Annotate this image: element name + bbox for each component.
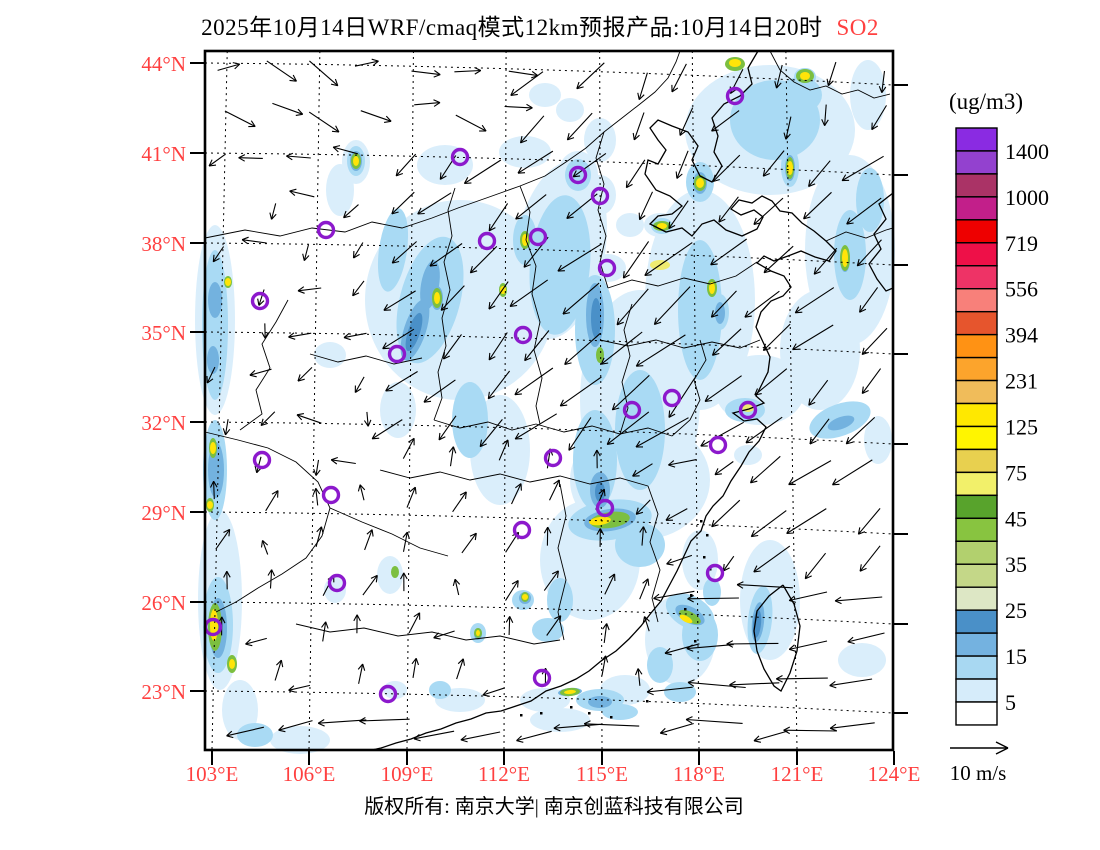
station-circle — [705, 563, 725, 583]
lon-label: 106°E — [283, 762, 336, 786]
lon-label: 103°E — [186, 762, 239, 786]
station-circle — [512, 520, 532, 540]
lon-label: 121°E — [771, 762, 824, 786]
colorbar-cell — [955, 655, 998, 680]
wind-scale: 10 m/s — [950, 741, 1009, 785]
colorbar-cell — [955, 425, 998, 451]
colorbar-tick-label: 15 — [1005, 644, 1027, 669]
station-circle — [450, 147, 470, 167]
lon-label: 112°E — [478, 762, 530, 786]
station-circle — [477, 231, 497, 251]
page-title: 2025年10月14日WRF/cmaq模式12km预报产品:10月14日20时 S… — [0, 8, 1080, 42]
map-frame — [203, 49, 895, 752]
colorbar-cell — [955, 448, 998, 474]
lat-label: 23°N — [141, 680, 186, 704]
colorbar-cell — [955, 356, 998, 382]
colorbar-tick-label: 5 — [1005, 690, 1016, 715]
colorbar-tick-label: 394 — [1005, 323, 1038, 348]
copyright-text: 版权所有: 南京大学| 南京创蓝科技有限公司 — [364, 796, 744, 818]
lat-label: 38°N — [141, 232, 186, 256]
station-circle — [662, 388, 682, 408]
lat-label: 32°N — [141, 411, 186, 435]
colorbar: 1400 1000 719 556 394 231 125 75 45 35 25 15 5 — [955, 127, 1049, 726]
station-markers — [203, 86, 758, 704]
colorbar-tick-label: 35 — [1005, 552, 1027, 577]
colorbar-cell — [955, 402, 998, 428]
colorbar-tick-label: 25 — [1005, 598, 1027, 623]
station-circle — [316, 220, 336, 240]
station-circle — [595, 498, 615, 518]
colorbar-unit-label: (ug/m3) — [949, 89, 1023, 114]
lon-label: 124°E — [868, 762, 921, 786]
colorbar-cell — [955, 701, 998, 726]
coastlines-and-borders — [204, 50, 894, 751]
colorbar-cell — [955, 678, 998, 703]
title-text: 2025年10月14日WRF/cmaq模式12km预报产品:10月14日20时 — [201, 15, 823, 40]
axis-ticks — [190, 62, 908, 765]
colorbar-cell — [955, 219, 998, 244]
station-circle — [725, 86, 745, 106]
lat-label: 44°N — [141, 52, 186, 76]
colorbar-cell — [955, 609, 998, 634]
lon-label: 115°E — [576, 762, 628, 786]
colorbar-cell — [955, 632, 998, 657]
station-circle — [708, 435, 728, 455]
station-circle — [252, 450, 272, 470]
colorbar-tick-label: 556 — [1005, 277, 1038, 302]
station-circle — [250, 291, 270, 311]
station-circle — [543, 448, 563, 468]
wind-scale-arrow-icon — [950, 741, 1009, 755]
colorbar-tick-label: 719 — [1005, 231, 1038, 256]
lat-label: 26°N — [141, 591, 186, 615]
station-circle — [568, 165, 588, 185]
colorbar-tick-label: 125 — [1005, 415, 1038, 440]
colorbar-cell — [955, 196, 998, 221]
colorbar-tick-label: 231 — [1005, 369, 1038, 394]
title-species-so2: SO2 — [836, 15, 879, 40]
wind-scale-label: 10 m/s — [950, 761, 1007, 785]
colorbar-tick-label: 1000 — [1005, 185, 1049, 210]
colorbar-cell — [955, 127, 998, 152]
colorbar-cell — [955, 586, 998, 611]
colorbar-cell — [955, 173, 998, 198]
colorbar-cell — [955, 517, 998, 542]
colorbar-cell — [955, 494, 998, 520]
lat-label: 29°N — [141, 501, 186, 525]
lon-label: 109°E — [381, 762, 434, 786]
colorbar-cell — [955, 150, 998, 175]
station-circle — [590, 186, 610, 206]
station-circle — [387, 344, 407, 364]
colorbar-cell — [955, 471, 998, 497]
graticule — [204, 51, 894, 750]
colorbar-cell — [955, 563, 998, 588]
wind-vectors — [206, 58, 888, 743]
colorbar-cell — [955, 288, 998, 313]
colorbar-cell — [955, 540, 998, 565]
colorbar-cell — [955, 333, 998, 359]
colorbar-cell — [955, 379, 998, 405]
station-circle — [738, 400, 758, 420]
axis-labels: 44°N 41°N 38°N 35°N 32°N 29°N 26°N 23°N 103°E 106… — [141, 52, 920, 786]
station-circle — [622, 400, 642, 420]
station-circle — [528, 227, 548, 247]
lon-label: 118°E — [673, 762, 725, 786]
colorbar-cell — [955, 310, 998, 336]
station-circle — [532, 668, 552, 688]
colorbar-cell — [955, 242, 998, 267]
lat-label: 41°N — [141, 142, 186, 166]
colorbar-tick-label: 1400 — [1005, 139, 1049, 164]
station-circle — [378, 684, 398, 704]
lat-label: 35°N — [141, 321, 186, 345]
station-circle — [513, 325, 533, 345]
colorbar-tick-label: 75 — [1005, 460, 1027, 485]
colorbar-cell — [955, 265, 998, 290]
colorbar-tick-label: 45 — [1005, 506, 1027, 531]
station-circle — [321, 485, 341, 505]
station-circle — [597, 258, 617, 278]
station-circle — [327, 573, 347, 593]
